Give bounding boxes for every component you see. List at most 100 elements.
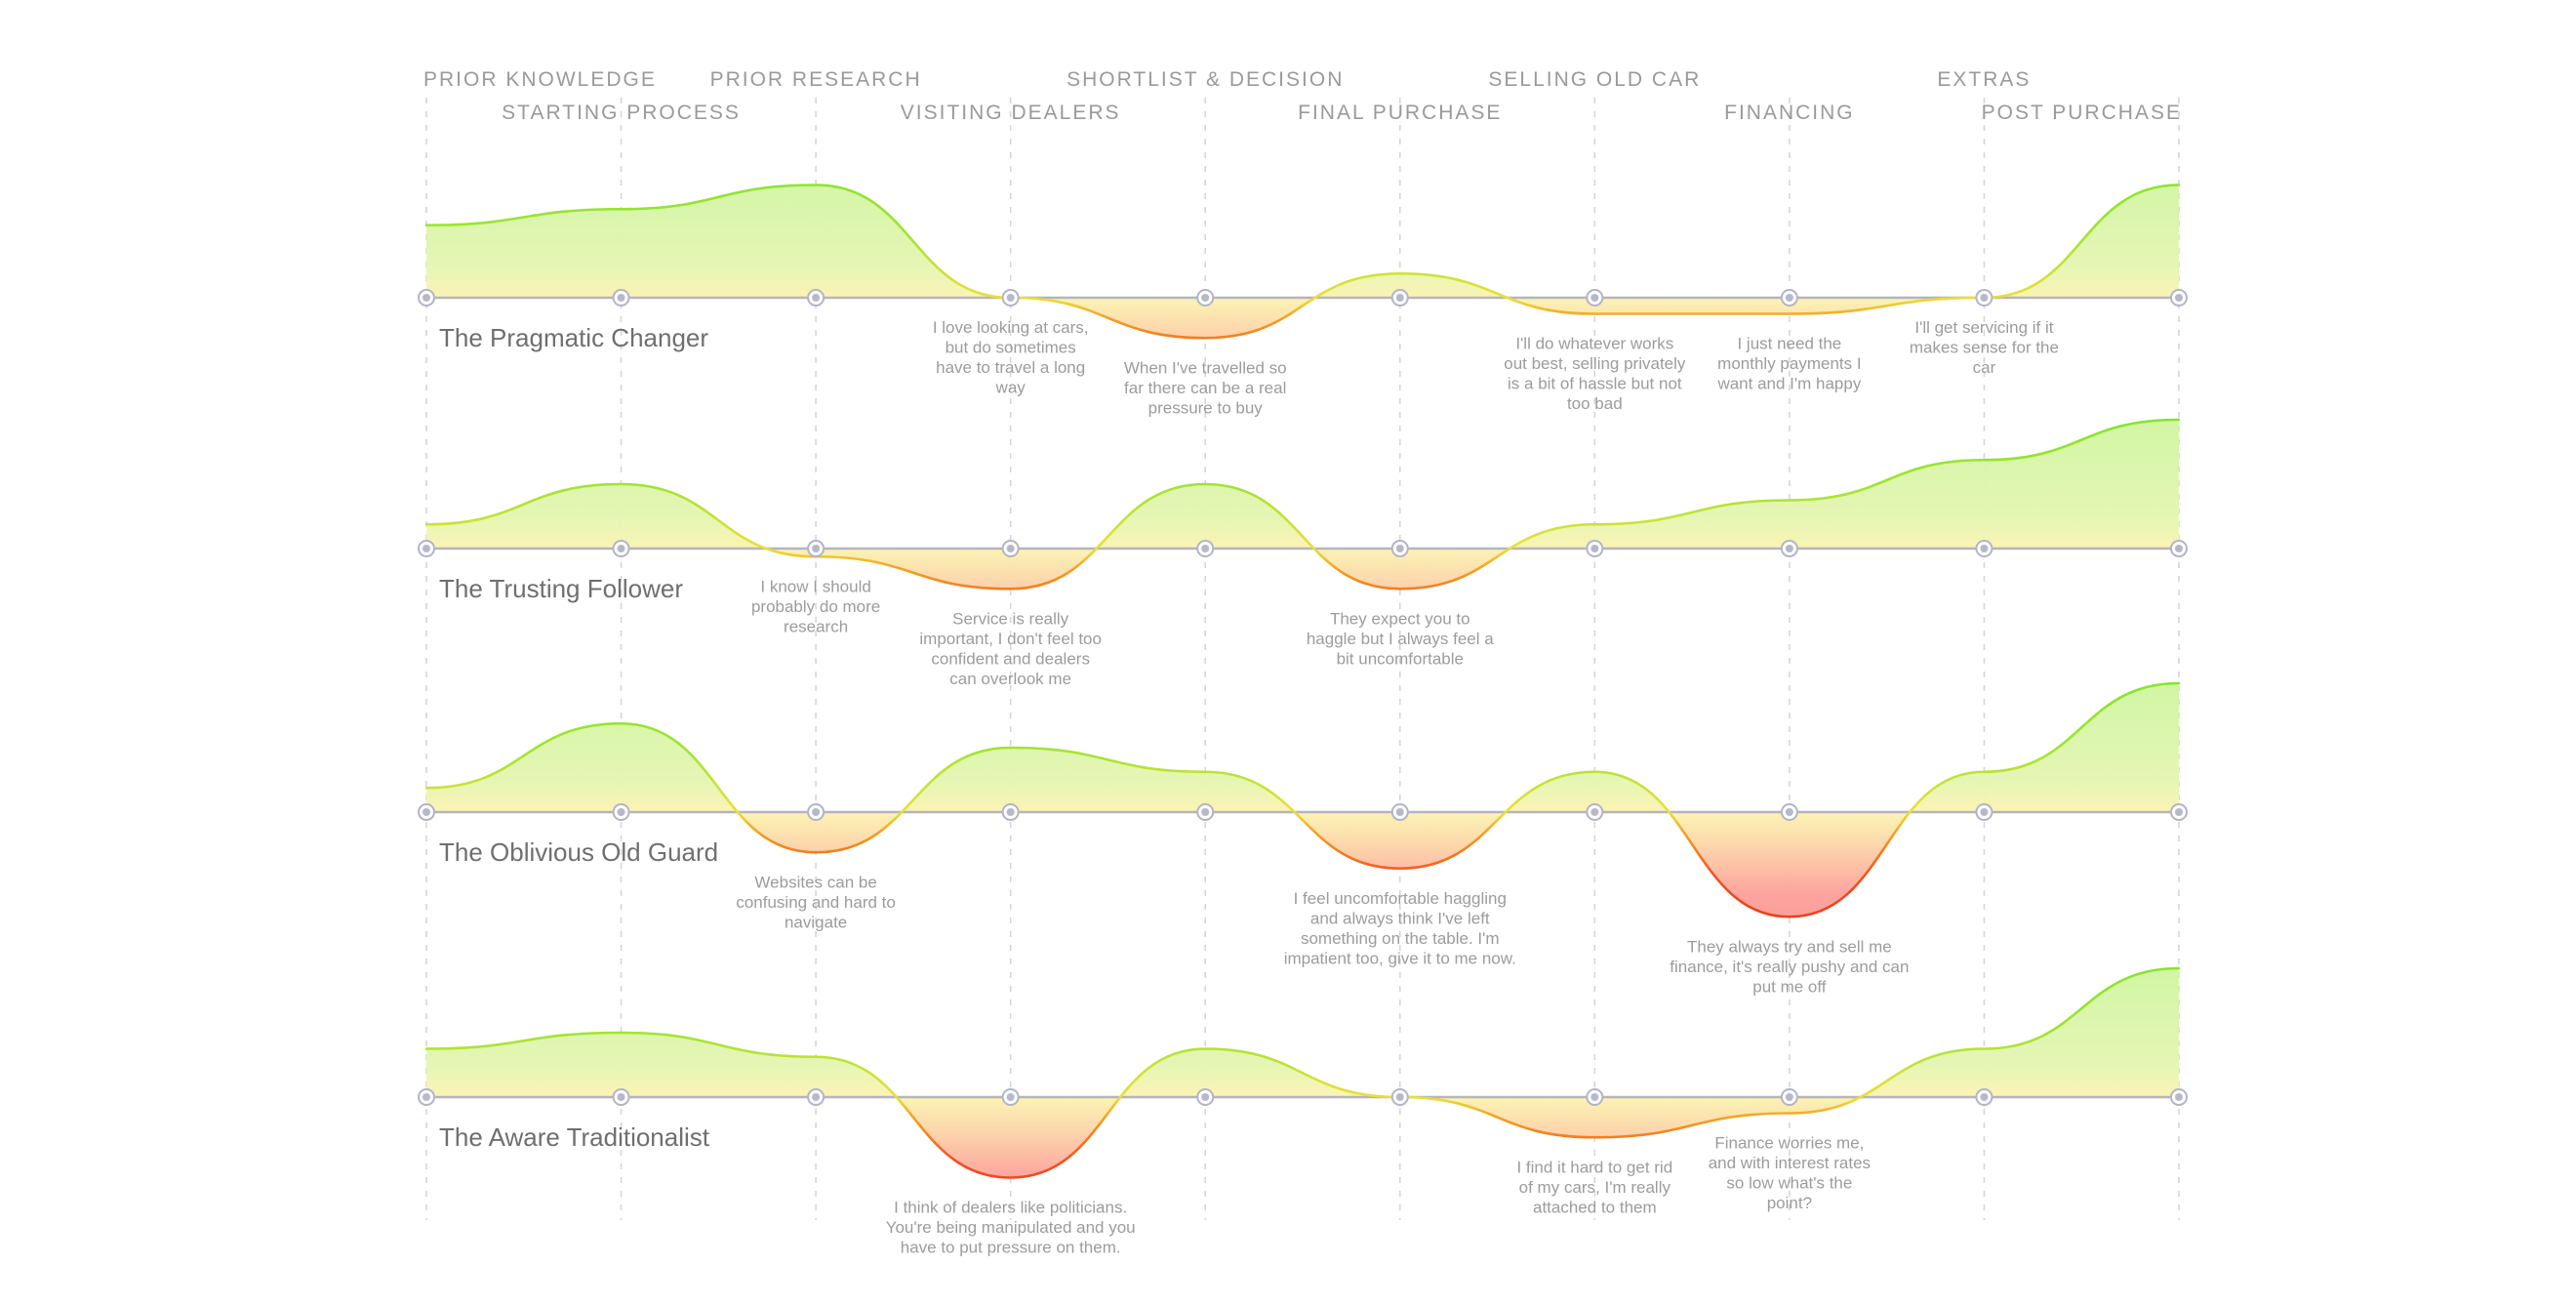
stage-node-dot bbox=[1201, 808, 1210, 816]
annotation-line: out best, selling privately bbox=[1504, 354, 1686, 373]
persona-title: The Oblivious Old Guard bbox=[439, 837, 718, 867]
persona-series: The Pragmatic Changer I love looking at c… bbox=[418, 184, 2188, 1257]
annotation-line: I think of dealers like politicians. bbox=[894, 1199, 1127, 1217]
annotation-line: Websites can be bbox=[754, 873, 876, 891]
stage-node-dot bbox=[1395, 808, 1404, 816]
stage-node-dot bbox=[1590, 545, 1599, 552]
annotation-line: something on the table. I'm bbox=[1301, 929, 1500, 948]
annotation-line: confusing and hard to bbox=[736, 893, 896, 912]
annotation-line: They expect you to bbox=[1330, 609, 1470, 628]
annotation-line: haggle but I always feel a bbox=[1307, 630, 1494, 648]
series-line bbox=[424, 418, 2181, 591]
annotation-line: attached to them bbox=[1533, 1198, 1657, 1216]
stage-node-dot bbox=[2175, 1093, 2183, 1101]
persona-journey: The Aware Traditionalist I think of deale… bbox=[418, 966, 2188, 1257]
annotation-line: I'll get servicing if it bbox=[1914, 318, 2053, 337]
annotation-line: and always think I've left bbox=[1310, 909, 1490, 927]
annotation-line: car bbox=[1973, 358, 1996, 377]
stage-node-dot bbox=[423, 1093, 430, 1101]
annotation: I love looking at cars, but do sometimes h… bbox=[933, 318, 1089, 397]
annotation-line: finance, it's really pushy and can bbox=[1670, 958, 1909, 976]
stage-node-dot bbox=[1785, 808, 1793, 816]
annotation-line: and with interest rates bbox=[1709, 1154, 1871, 1172]
stage-node-dot bbox=[423, 294, 430, 302]
series-area bbox=[426, 184, 2179, 339]
stage-node-dot bbox=[2175, 545, 2183, 552]
annotation-line: of my cars, I'm really bbox=[1519, 1178, 1671, 1197]
stage-node-dot bbox=[617, 294, 625, 302]
annotation: They always try and sell me finance, it's… bbox=[1670, 937, 1909, 996]
stage-node-dot bbox=[1201, 1093, 1210, 1101]
stage-node-dot bbox=[1006, 545, 1015, 552]
stage-label: FINAL PURCHASE bbox=[1298, 102, 1502, 124]
stage-node-dot bbox=[1006, 808, 1015, 816]
annotation: I think of dealers like politicians. You'… bbox=[886, 1199, 1136, 1257]
series-line bbox=[424, 184, 2181, 340]
series-line bbox=[424, 966, 2181, 1179]
annotation-line: I find it hard to get rid bbox=[1516, 1158, 1672, 1176]
stage-gridlines bbox=[425, 98, 2180, 1220]
persona-title: The Aware Traditionalist bbox=[439, 1122, 710, 1152]
stage-node-dot bbox=[812, 545, 821, 552]
series-line bbox=[424, 681, 2181, 918]
stage-node-dot bbox=[1006, 1093, 1015, 1101]
annotation-line: When I've travelled so bbox=[1124, 358, 1287, 377]
stage-node-dot bbox=[2175, 294, 2183, 302]
annotation-line: They always try and sell me bbox=[1687, 937, 1892, 956]
stage-label: POST PURCHASE bbox=[1982, 102, 2182, 124]
stage-node-dot bbox=[1785, 294, 1793, 302]
annotation-line: can overlook me bbox=[949, 670, 1071, 688]
series-area bbox=[426, 420, 2179, 590]
persona-journey: The Pragmatic Changer I love looking at c… bbox=[418, 184, 2188, 417]
annotation-line: probably do more bbox=[751, 597, 880, 616]
annotation: I feel uncomfortable haggling and always … bbox=[1284, 889, 1516, 968]
stage-node-dot bbox=[617, 545, 625, 552]
stage-node-dot bbox=[1395, 294, 1404, 302]
stage-node-dot bbox=[812, 294, 821, 302]
stage-node-dot bbox=[423, 545, 430, 552]
stage-node-dot bbox=[1590, 1093, 1599, 1101]
stage-node-dot bbox=[1980, 294, 1989, 302]
annotation-line: but do sometimes bbox=[946, 339, 1076, 357]
stage-node-dot bbox=[1785, 1093, 1793, 1101]
annotation-line: point? bbox=[1767, 1194, 1812, 1212]
stage-node-dot bbox=[617, 808, 625, 816]
stage-label: STARTING PROCESS bbox=[502, 102, 741, 124]
stage-node-dot bbox=[1201, 294, 1210, 302]
annotation: When I've travelled so far there can be a… bbox=[1124, 358, 1287, 417]
stage-label: EXTRAS bbox=[1937, 68, 2031, 91]
annotation-line: so low what's the bbox=[1726, 1174, 1852, 1193]
annotation-line: navigate bbox=[785, 913, 847, 931]
annotation-line: far there can be a real bbox=[1124, 379, 1286, 397]
persona-journey: The Oblivious Old Guard Websites can be co… bbox=[418, 681, 2188, 996]
annotation-line: I know I should bbox=[760, 577, 870, 595]
stage-node-dot bbox=[1785, 545, 1793, 552]
annotation-line: research bbox=[784, 617, 848, 635]
stage-node-dot bbox=[2175, 808, 2183, 816]
annotation: Service is really important, I don't feel… bbox=[919, 609, 1102, 688]
persona-journey: The Trusting Follower I know I should prob… bbox=[418, 418, 2188, 688]
stage-node-dot bbox=[617, 1093, 625, 1101]
annotation-line: have to travel a long bbox=[936, 358, 1085, 377]
annotation: Finance worries me, and with interest rat… bbox=[1709, 1134, 1871, 1213]
annotation-line: I just need the bbox=[1737, 335, 1841, 353]
annotation-line: makes sense for the bbox=[1910, 339, 2059, 357]
annotation: I know I should probably do more research bbox=[751, 577, 880, 635]
annotation: I'll do whatever works out best, selling … bbox=[1504, 335, 1686, 414]
annotation-line: confident and dealers bbox=[931, 649, 1090, 668]
stage-label: SHORTLIST & DECISION bbox=[1067, 68, 1344, 91]
stage-node-dot bbox=[812, 808, 821, 816]
stage-label: PRIOR KNOWLEDGE bbox=[423, 68, 657, 91]
annotation-line: way bbox=[995, 379, 1026, 397]
annotation-line: I love looking at cars, bbox=[933, 318, 1089, 337]
stage-node-dot bbox=[423, 808, 430, 816]
annotation-line: too bad bbox=[1567, 394, 1623, 413]
stage-label: SELLING OLD CAR bbox=[1488, 68, 1701, 91]
stage-label: PRIOR RESEARCH bbox=[710, 68, 922, 91]
persona-title: The Trusting Follower bbox=[439, 574, 683, 603]
annotation: Websites can be confusing and hard to navi… bbox=[736, 873, 896, 931]
stage-label: FINANCING bbox=[1724, 102, 1855, 124]
annotation-line: You're being manipulated and you bbox=[886, 1218, 1136, 1237]
